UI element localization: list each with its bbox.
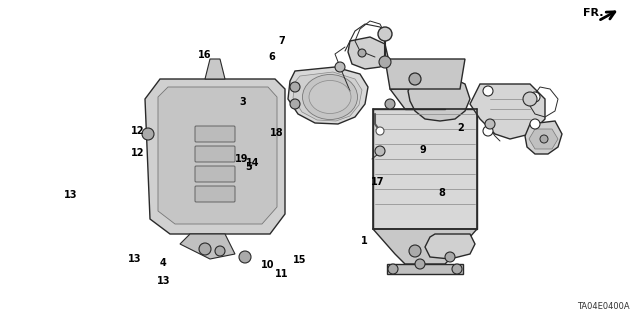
Polygon shape [145,79,285,234]
Polygon shape [348,37,388,69]
Circle shape [409,245,421,257]
FancyBboxPatch shape [195,146,235,162]
Polygon shape [373,229,477,264]
Text: 9: 9 [419,145,426,155]
Circle shape [376,127,384,135]
Circle shape [409,73,421,85]
Polygon shape [525,121,562,154]
Circle shape [358,49,366,57]
Circle shape [415,259,425,269]
Circle shape [523,92,537,106]
Circle shape [335,62,345,72]
Text: 1: 1 [362,236,368,246]
Text: 16: 16 [198,50,212,60]
Polygon shape [390,89,460,109]
Circle shape [540,135,548,143]
Circle shape [388,264,398,274]
Polygon shape [180,234,235,259]
Text: 13: 13 [156,276,170,286]
Circle shape [375,146,385,156]
Text: 15: 15 [292,255,307,265]
Text: TA04E0400A: TA04E0400A [577,302,630,311]
Text: 11: 11 [275,269,289,279]
Circle shape [485,119,495,129]
Text: 10: 10 [260,260,275,271]
Polygon shape [387,264,463,274]
Polygon shape [158,87,277,224]
Text: 7: 7 [278,36,285,47]
Text: 3: 3 [240,97,246,107]
Ellipse shape [303,75,358,120]
Text: 2: 2 [458,122,464,133]
Circle shape [452,264,462,274]
Circle shape [385,99,395,109]
Polygon shape [425,234,475,259]
Text: 13: 13 [127,254,141,264]
FancyBboxPatch shape [195,126,235,142]
Circle shape [290,99,300,109]
Circle shape [215,246,225,256]
Circle shape [239,251,251,263]
Text: 19: 19 [235,154,249,165]
Text: 6: 6 [269,52,275,63]
Text: 5: 5 [245,161,252,172]
Circle shape [445,252,455,262]
Circle shape [483,126,493,136]
Text: 12: 12 [131,148,145,158]
Text: 8: 8 [438,188,445,198]
Polygon shape [373,109,477,229]
Polygon shape [470,84,545,139]
Polygon shape [293,72,362,121]
Text: 4: 4 [160,258,166,268]
Circle shape [378,27,392,41]
Text: 13: 13 [63,189,77,200]
FancyBboxPatch shape [195,186,235,202]
Circle shape [379,56,391,68]
Circle shape [530,92,540,102]
Polygon shape [288,67,368,124]
Polygon shape [529,129,558,149]
Polygon shape [205,59,225,79]
Text: 12: 12 [131,126,145,136]
Text: 14: 14 [246,158,260,168]
Ellipse shape [309,80,351,114]
Circle shape [290,82,300,92]
Circle shape [142,128,154,140]
Text: 17: 17 [371,177,385,187]
Text: FR.: FR. [583,8,604,18]
Polygon shape [385,59,465,89]
Circle shape [483,86,493,96]
Text: 18: 18 [269,128,284,138]
FancyBboxPatch shape [195,166,235,182]
Circle shape [530,119,540,129]
Polygon shape [390,74,470,121]
Circle shape [199,243,211,255]
